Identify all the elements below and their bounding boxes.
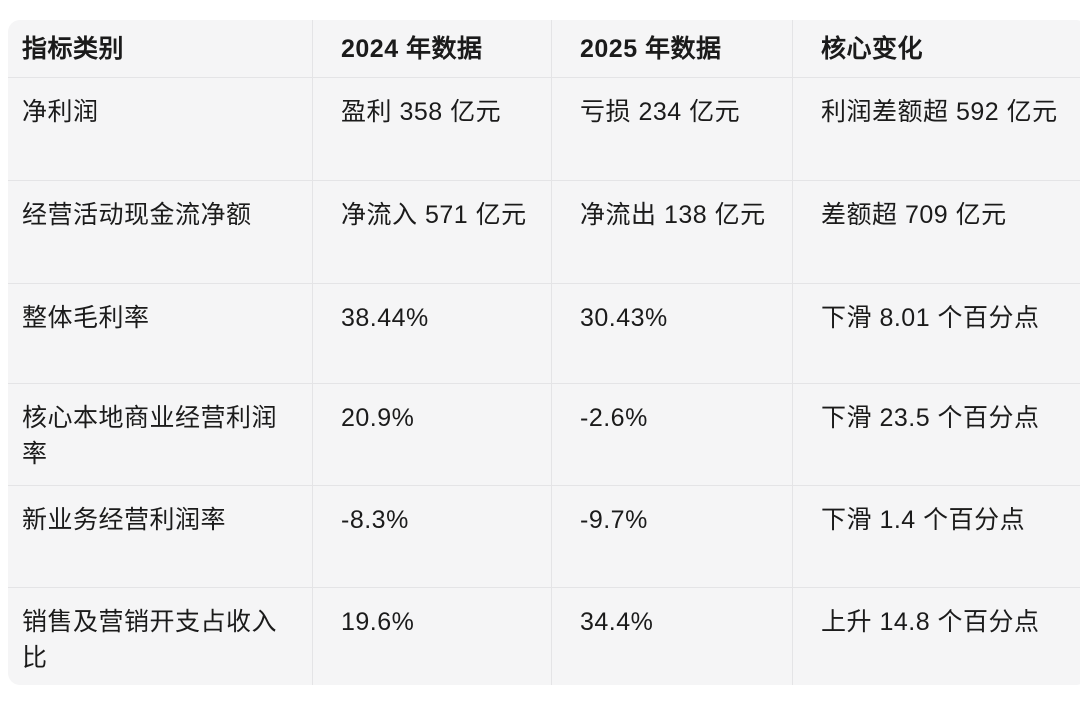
cell-2024-value: -8.3% [313, 486, 552, 587]
table-row: 销售及营销开支占收入比 19.6% 34.4% 上升 14.8 个百分点 [8, 588, 1080, 685]
table-row: 新业务经营利润率 -8.3% -9.7% 下滑 1.4 个百分点 [8, 486, 1080, 588]
cell-metric: 销售及营销开支占收入比 [8, 588, 313, 685]
column-header-change: 核心变化 [821, 34, 924, 63]
column-header-metric: 指标类别 [8, 20, 313, 77]
cell-2024-value: 19.6% [313, 588, 552, 685]
cell-2025-value: 30.43% [552, 284, 793, 383]
cell-2024-value: 20.9% [313, 384, 552, 485]
cell-change: 下滑 23.5 个百分点 [821, 404, 1040, 432]
cell-change: 利润差额超 592 亿元 [821, 98, 1058, 126]
cell-metric: 整体毛利率 [8, 284, 313, 383]
financial-metrics-table: 指标类别 2024 年数据 2025 年数据 核心变化 净利润 盈利 358 亿… [8, 20, 1080, 685]
cell-change: 上升 14.8 个百分点 [821, 608, 1040, 636]
cell-2024-value: 净流入 571 亿元 [313, 181, 552, 283]
cell-metric: 核心本地商业经营利润率 [8, 384, 313, 485]
cell-change: 下滑 1.4 个百分点 [821, 506, 1026, 534]
cell-metric: 经营活动现金流净额 [8, 181, 313, 283]
column-header-2025: 2025 年数据 [552, 20, 793, 77]
cell-2024-value: 38.44% [313, 284, 552, 383]
table-header-row: 指标类别 2024 年数据 2025 年数据 核心变化 [8, 20, 1080, 78]
table-row: 整体毛利率 38.44% 30.43% 下滑 8.01 个百分点 [8, 284, 1080, 384]
table-row: 经营活动现金流净额 净流入 571 亿元 净流出 138 亿元 差额超 709 … [8, 181, 1080, 284]
table-row: 净利润 盈利 358 亿元 亏损 234 亿元 利润差额超 592 亿元 [8, 78, 1080, 181]
table-row: 核心本地商业经营利润率 20.9% -2.6% 下滑 23.5 个百分点 [8, 384, 1080, 486]
cell-metric: 新业务经营利润率 [8, 486, 313, 587]
column-header-2024: 2024 年数据 [313, 20, 552, 77]
cell-change: 差额超 709 亿元 [821, 201, 1007, 229]
cell-2025-value: 亏损 234 亿元 [552, 78, 793, 180]
cell-2025-value: 净流出 138 亿元 [552, 181, 793, 283]
cell-2025-value: -2.6% [552, 384, 793, 485]
cell-metric: 净利润 [8, 78, 313, 180]
cell-2024-value: 盈利 358 亿元 [313, 78, 552, 180]
cell-2025-value: -9.7% [552, 486, 793, 587]
cell-2025-value: 34.4% [552, 588, 793, 685]
cell-change: 下滑 8.01 个百分点 [821, 304, 1040, 332]
